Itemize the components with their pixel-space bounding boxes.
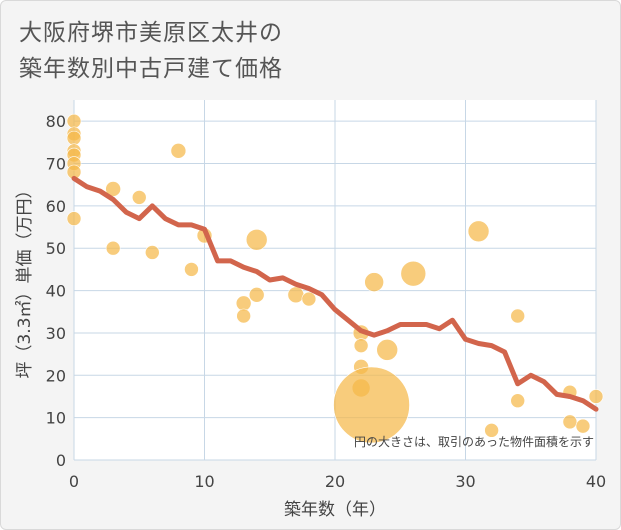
data-point <box>235 295 252 312</box>
x-tick-label: 30 <box>455 472 475 491</box>
chart-title-line-1: 大阪府堺市美原区太井の <box>19 20 283 46</box>
x-tick-label: 20 <box>325 472 345 491</box>
y-axis-label: 坪（3.3㎡）単価（万円） <box>15 181 35 378</box>
y-tick-label: 50 <box>46 239 66 258</box>
data-point <box>170 143 187 159</box>
y-tick-label: 0 <box>56 451 66 470</box>
data-point <box>105 181 121 197</box>
x-tick-label: 10 <box>194 472 214 491</box>
y-tick-label: 10 <box>46 409 66 428</box>
grid-lines <box>73 100 597 461</box>
x-axis-label: 築年数（年） <box>284 500 386 520</box>
data-point <box>364 272 384 292</box>
chart-title: 大阪府堺市美原区太井の 築年数別中古戸建て価格 <box>19 15 283 87</box>
data-point <box>588 389 604 404</box>
trend-line <box>71 175 599 412</box>
x-tick-label: 0 <box>69 472 79 491</box>
y-tick-label: 30 <box>46 324 66 343</box>
data-point <box>66 211 82 226</box>
data-point <box>66 113 82 129</box>
y-tick-label: 70 <box>46 155 66 174</box>
data-point <box>510 393 526 409</box>
y-tick-label: 40 <box>46 282 66 301</box>
data-point <box>66 130 82 146</box>
axis-ticks: 0 10 20 30 40 50 60 70 80 0 10 20 30 40 <box>46 112 607 491</box>
data-point <box>510 308 526 324</box>
data-point <box>131 190 147 205</box>
y-tick-label: 60 <box>46 197 66 216</box>
y-tick-label: 80 <box>46 112 66 131</box>
data-point <box>184 262 199 277</box>
data-point <box>353 338 369 353</box>
data-point <box>248 287 265 303</box>
data-point <box>562 414 578 430</box>
data-point <box>105 240 121 256</box>
data-point <box>301 291 317 307</box>
data-point <box>376 339 399 361</box>
x-tick-label: 40 <box>586 472 606 491</box>
chart-title-line-2: 築年数別中古戸建て価格 <box>19 56 283 82</box>
data-point <box>575 418 591 434</box>
data-point <box>400 260 427 287</box>
data-point <box>145 245 160 260</box>
bubble-size-note: 円の大きさは、取引のあった物件面積を示す <box>354 434 594 449</box>
y-tick-label: 20 <box>46 366 66 385</box>
bubble-series <box>66 113 604 444</box>
data-point <box>484 423 499 438</box>
data-point <box>236 308 251 324</box>
data-point <box>467 220 490 243</box>
data-point <box>333 366 410 444</box>
data-point <box>245 228 268 251</box>
data-point <box>287 286 305 304</box>
